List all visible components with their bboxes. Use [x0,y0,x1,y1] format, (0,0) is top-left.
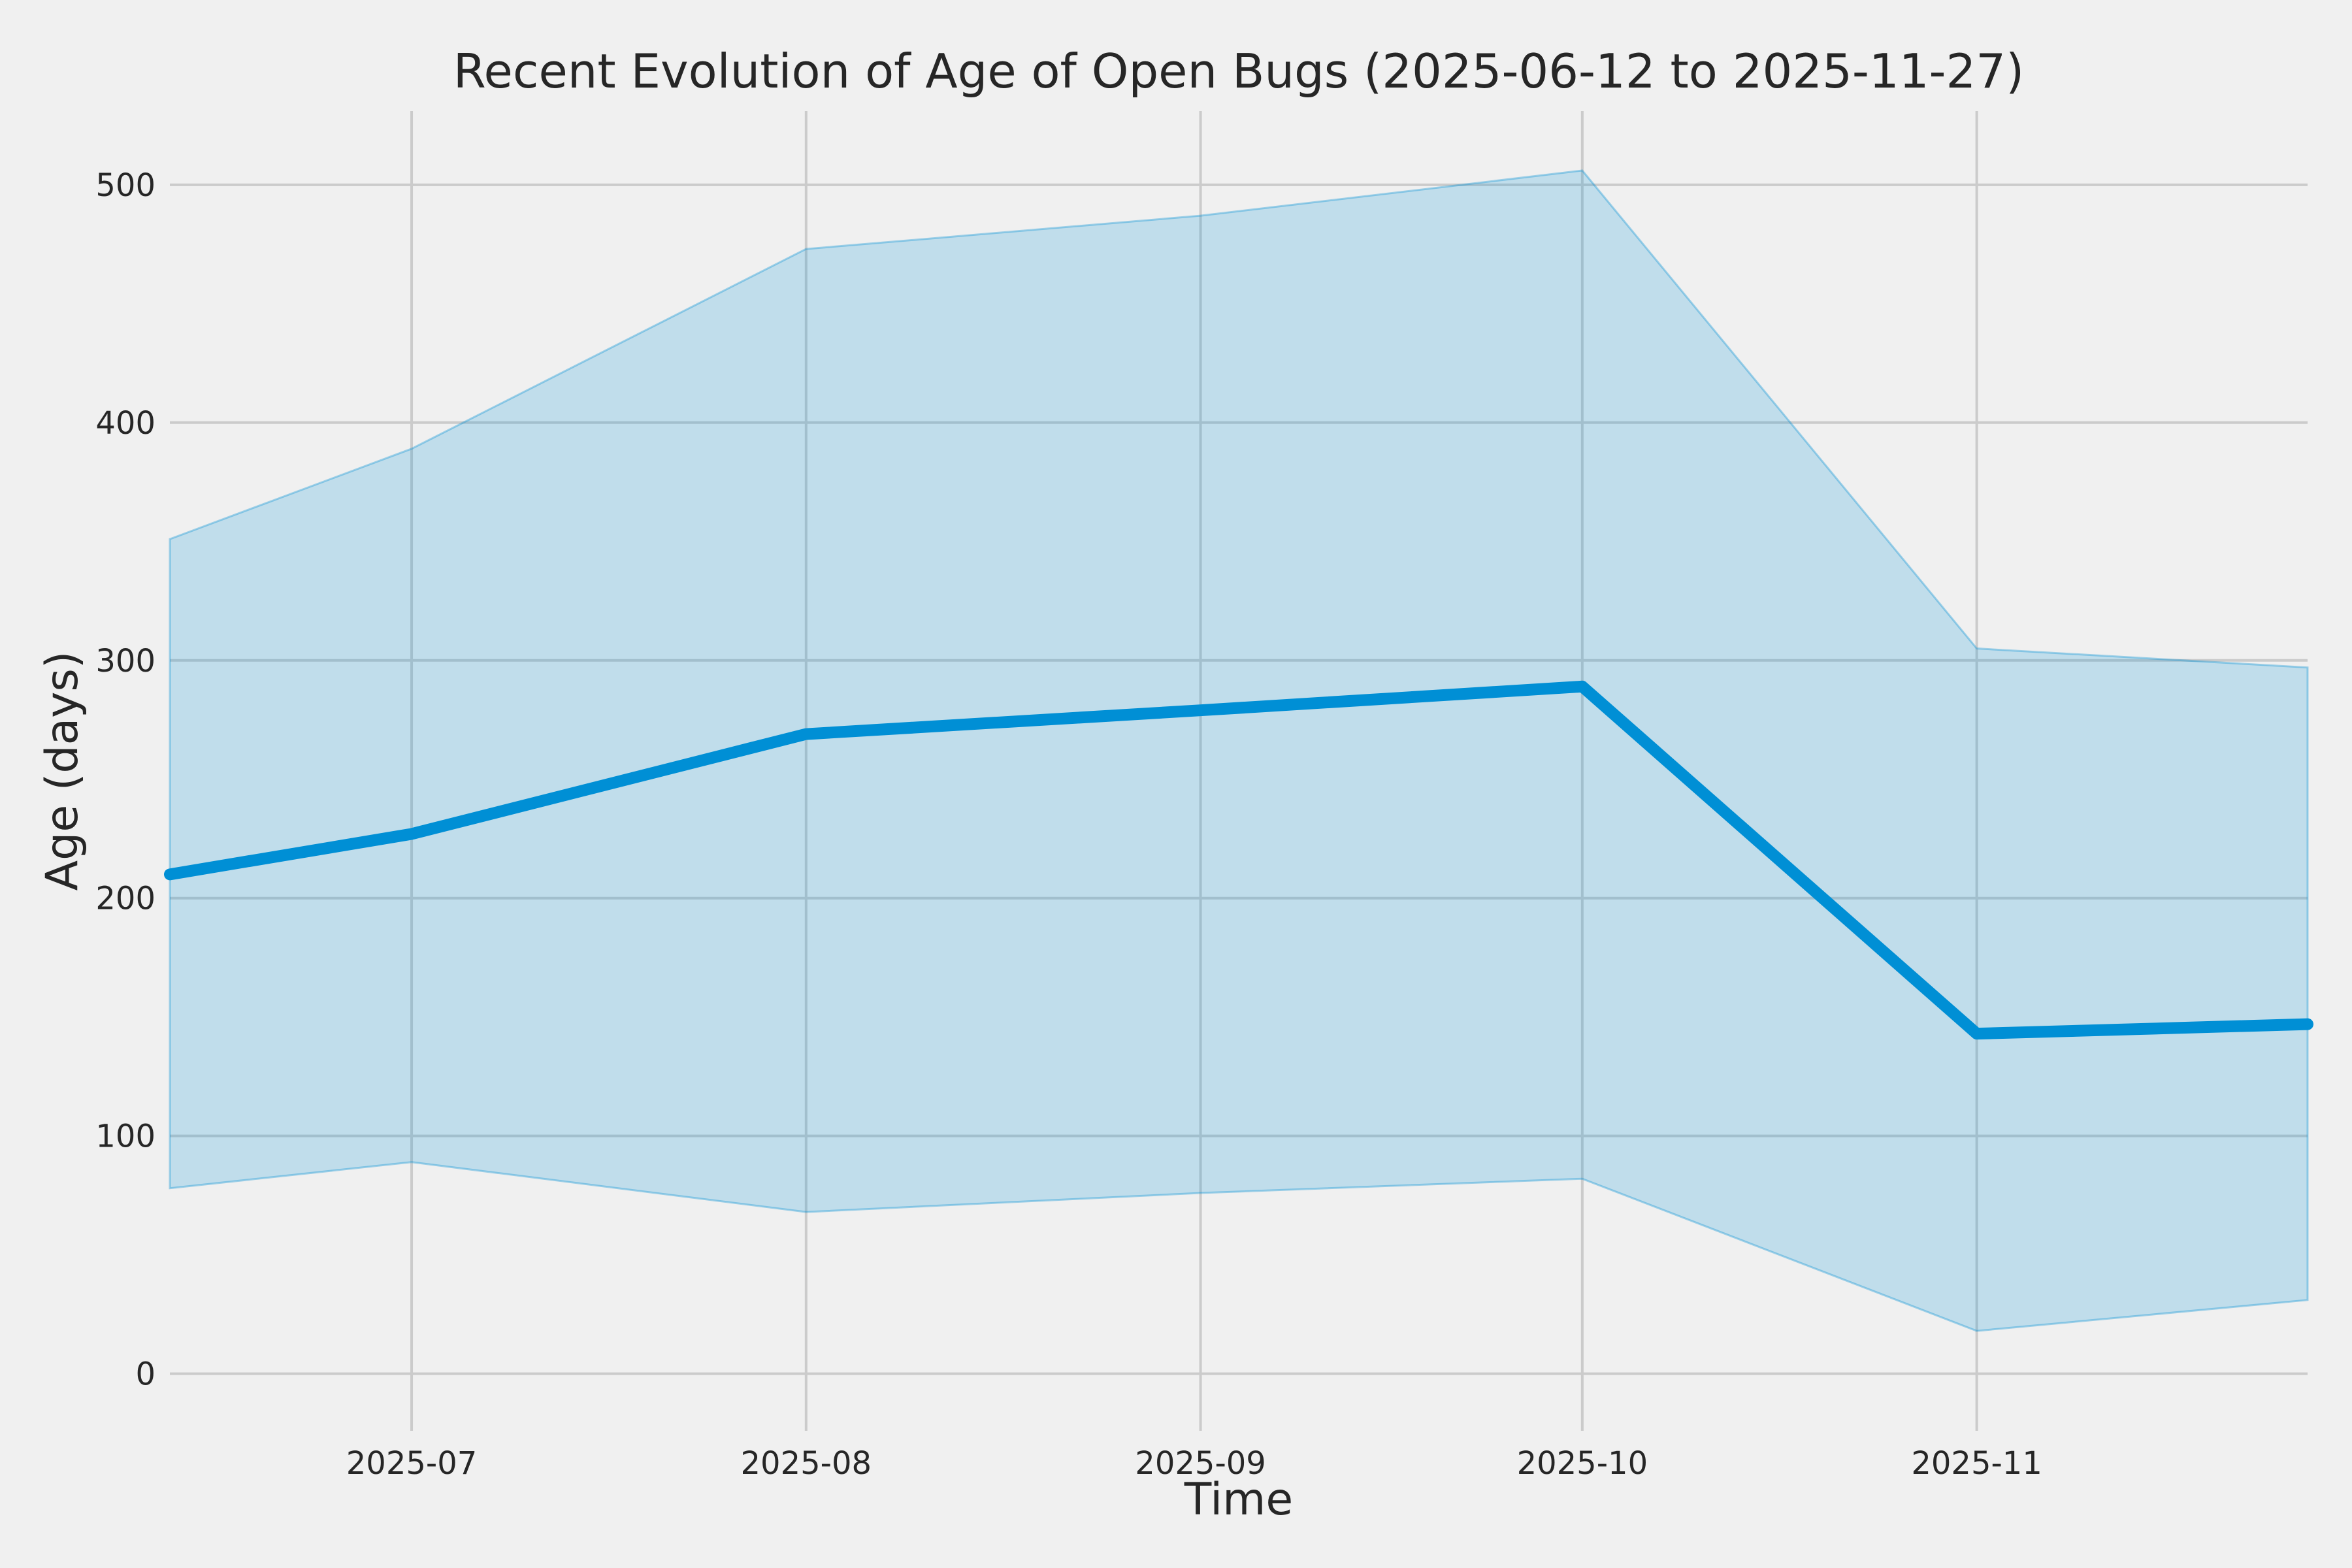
median-line [164,680,2313,1040]
y-tick-200: 200 [95,881,155,917]
y-tick-100: 100 [95,1119,155,1155]
x-tick-2025-10: 2025-10 [1517,1445,1648,1482]
vertical-gridlines [410,111,1978,1431]
chart-title: Recent Evolution of Age of Open Bugs (20… [453,44,2024,99]
confidence-band [169,169,2309,1332]
x-tick-2025-07: 2025-07 [346,1445,478,1482]
y-tick-300: 300 [95,643,155,679]
y-axis-tick-labels: 0 100 200 300 400 500 [95,167,155,1393]
x-axis-label: Time [1184,1474,1293,1526]
y-tick-400: 400 [95,405,155,442]
x-tick-2025-09: 2025-09 [1135,1445,1266,1482]
y-tick-500: 500 [95,167,155,204]
y-axis-label: Age (days) [37,651,88,891]
horizontal-gridlines [170,183,2308,1375]
x-tick-2025-08: 2025-08 [741,1445,872,1482]
x-tick-2025-11: 2025-11 [1911,1445,2042,1482]
x-axis-tick-labels: 2025-07 2025-08 2025-09 2025-10 2025-11 [346,1445,2042,1482]
y-tick-0: 0 [135,1356,155,1393]
